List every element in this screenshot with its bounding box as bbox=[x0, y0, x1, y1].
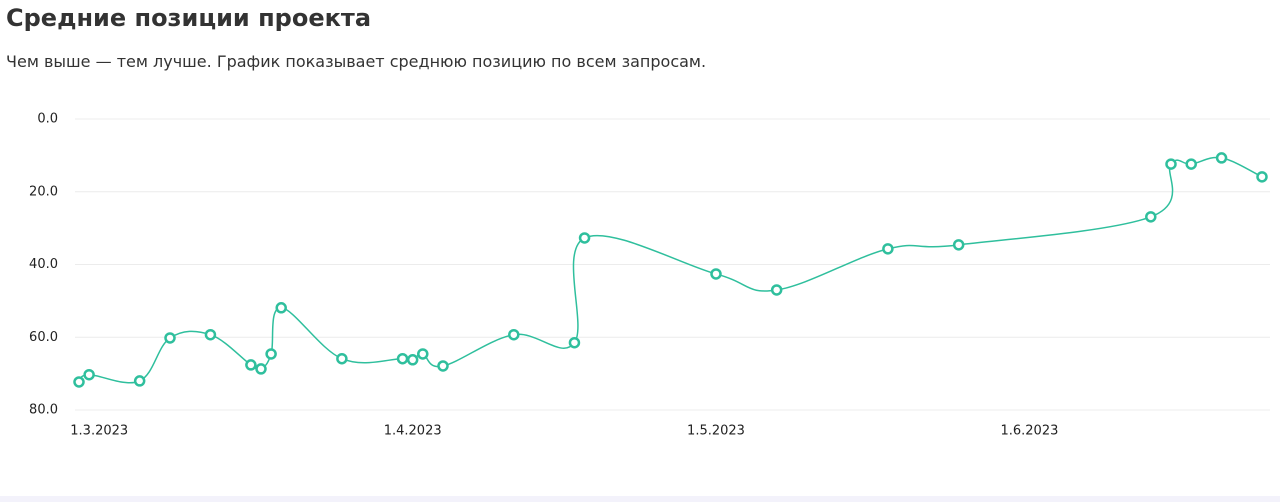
point bbox=[882, 243, 894, 255]
chart-title: Средние позиции проекта bbox=[6, 4, 372, 32]
point bbox=[1165, 158, 1177, 170]
y-tick-label: 60.0 bbox=[29, 330, 58, 345]
point bbox=[508, 328, 520, 341]
x-tick-label: 1.4.2023 bbox=[384, 424, 442, 439]
x-tick-label: 1.6.2023 bbox=[1000, 424, 1058, 439]
footer-strip bbox=[0, 496, 1280, 502]
x-tick-label: 1.3.2023 bbox=[70, 424, 128, 439]
y-tick-label: 40.0 bbox=[29, 257, 58, 272]
chart-subtitle: Чем выше — тем лучше. График показывает … bbox=[6, 52, 707, 71]
point bbox=[568, 336, 581, 349]
point bbox=[1145, 211, 1157, 223]
point bbox=[406, 354, 419, 366]
point bbox=[255, 363, 267, 375]
point bbox=[133, 375, 146, 387]
x-tick-label: 1.5.2023 bbox=[687, 424, 745, 439]
series-line bbox=[78, 156, 1263, 384]
point bbox=[710, 268, 722, 280]
point bbox=[245, 359, 257, 371]
point bbox=[1215, 152, 1228, 164]
point bbox=[204, 328, 217, 341]
point bbox=[275, 302, 287, 314]
point bbox=[265, 348, 277, 360]
point bbox=[83, 368, 95, 381]
point bbox=[164, 332, 176, 344]
point bbox=[578, 232, 591, 244]
point bbox=[770, 284, 783, 296]
point bbox=[396, 352, 409, 365]
point bbox=[73, 376, 85, 388]
y-tick-label: 20.0 bbox=[29, 184, 58, 199]
point bbox=[1256, 171, 1268, 183]
y-tick-label: 0.0 bbox=[37, 112, 58, 127]
point bbox=[437, 360, 449, 372]
y-tick-label: 80.0 bbox=[29, 403, 58, 418]
point bbox=[336, 352, 348, 365]
point bbox=[417, 348, 429, 360]
point bbox=[952, 239, 965, 251]
point bbox=[1185, 158, 1197, 170]
